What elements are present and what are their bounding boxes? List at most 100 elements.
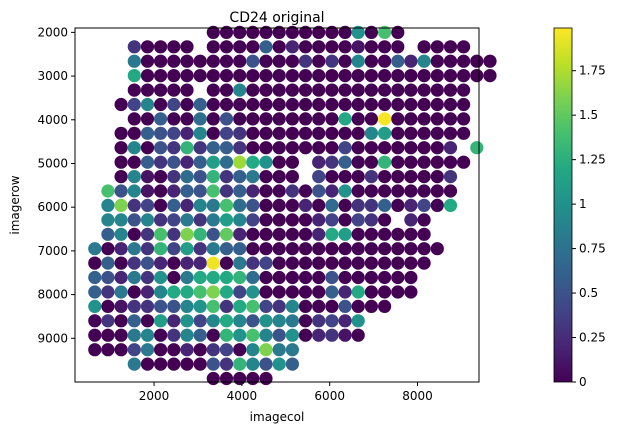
- spot-point: [378, 198, 392, 212]
- colorbar-tick-label: 1: [579, 197, 587, 211]
- spot-point: [259, 170, 273, 184]
- spot-point: [206, 170, 220, 184]
- spot-point: [272, 126, 286, 140]
- spot-point: [180, 69, 194, 83]
- spot-point: [140, 112, 155, 126]
- spot-point: [443, 40, 458, 54]
- spot-point: [167, 299, 181, 313]
- spot-point: [312, 69, 326, 83]
- spot-point: [272, 285, 286, 299]
- spot-point: [404, 242, 418, 256]
- spot-point: [457, 126, 471, 140]
- spot-point: [285, 184, 299, 198]
- spot-point: [325, 97, 339, 112]
- spot-point: [378, 83, 392, 97]
- spot-point: [101, 198, 115, 212]
- spot-point: [378, 184, 392, 198]
- x-tick-label: 8000: [402, 389, 433, 403]
- spot-point: [364, 112, 378, 126]
- spot-point: [180, 155, 194, 169]
- spot-point: [88, 343, 102, 357]
- spot-point: [127, 299, 141, 313]
- spot-point: [325, 198, 339, 212]
- spot-point: [378, 155, 392, 169]
- spot-point: [351, 227, 365, 241]
- spot-point: [167, 54, 181, 68]
- spot-point: [312, 213, 326, 227]
- spot-point: [351, 69, 365, 83]
- spot-point: [443, 126, 458, 140]
- spot-point: [364, 141, 378, 155]
- spot-point: [127, 270, 141, 285]
- spot-point: [338, 25, 352, 39]
- spot-point: [246, 69, 260, 83]
- spot-point: [272, 155, 286, 169]
- spot-point: [140, 97, 155, 112]
- spot-point: [285, 198, 299, 212]
- spot-point: [233, 242, 247, 256]
- spot-point: [443, 170, 458, 184]
- spot-point: [378, 270, 392, 285]
- spot-point: [180, 227, 194, 241]
- spot-point: [140, 141, 155, 155]
- spot-point: [483, 69, 497, 83]
- spot-point: [285, 357, 299, 371]
- spot-point: [233, 270, 247, 285]
- spot-point: [312, 184, 326, 198]
- spot-point: [167, 285, 181, 299]
- spot-point: [259, 112, 273, 126]
- spot-point: [140, 299, 155, 313]
- spot-point: [154, 314, 168, 328]
- spot-point: [351, 213, 365, 227]
- spot-point: [88, 299, 102, 313]
- plot-frame: [74, 27, 480, 383]
- spot-point: [127, 328, 141, 342]
- spot-point: [193, 97, 207, 112]
- spot-point: [154, 126, 168, 140]
- x-tick-label: 4000: [227, 389, 258, 403]
- spot-point: [378, 25, 392, 39]
- y-tick-label: 3000: [37, 69, 68, 83]
- spot-point: [325, 83, 339, 97]
- spot-point: [246, 314, 260, 328]
- spot-point: [259, 69, 273, 83]
- x-tick-label: 6000: [314, 389, 345, 403]
- spot-point: [154, 97, 168, 112]
- spot-point: [219, 227, 234, 241]
- spot-point: [430, 126, 444, 140]
- spot-point: [180, 357, 194, 371]
- spot-point: [167, 256, 181, 270]
- spot-point: [233, 69, 247, 83]
- spot-point: [338, 184, 352, 198]
- spot-point: [246, 54, 260, 68]
- spot-point: [298, 213, 313, 227]
- spot-point: [154, 184, 168, 198]
- spot-point: [101, 328, 115, 342]
- spot-point: [180, 242, 194, 256]
- spot-point: [351, 328, 365, 342]
- spot-point: [127, 126, 141, 140]
- spot-point: [298, 328, 313, 342]
- spot-point: [154, 256, 168, 270]
- colorbar-tick-label: 0.25: [579, 331, 606, 345]
- spot-point: [180, 141, 194, 155]
- spot-point: [298, 83, 313, 97]
- spot-point: [443, 69, 458, 83]
- spot-point: [154, 285, 168, 299]
- spot-point: [391, 40, 405, 54]
- spot-point: [312, 126, 326, 140]
- spot-point: [285, 126, 299, 140]
- spot-point: [246, 299, 260, 313]
- spot-point: [272, 112, 286, 126]
- spot-point: [193, 328, 207, 342]
- spot-point: [285, 242, 299, 256]
- spot-point: [338, 242, 352, 256]
- spot-point: [457, 69, 471, 83]
- spot-point: [272, 25, 286, 39]
- spot-point: [430, 184, 444, 198]
- spot-point: [364, 299, 378, 313]
- spot-point: [364, 213, 378, 227]
- spot-point: [180, 314, 194, 328]
- spot-point: [391, 126, 405, 140]
- spot-point: [285, 314, 299, 328]
